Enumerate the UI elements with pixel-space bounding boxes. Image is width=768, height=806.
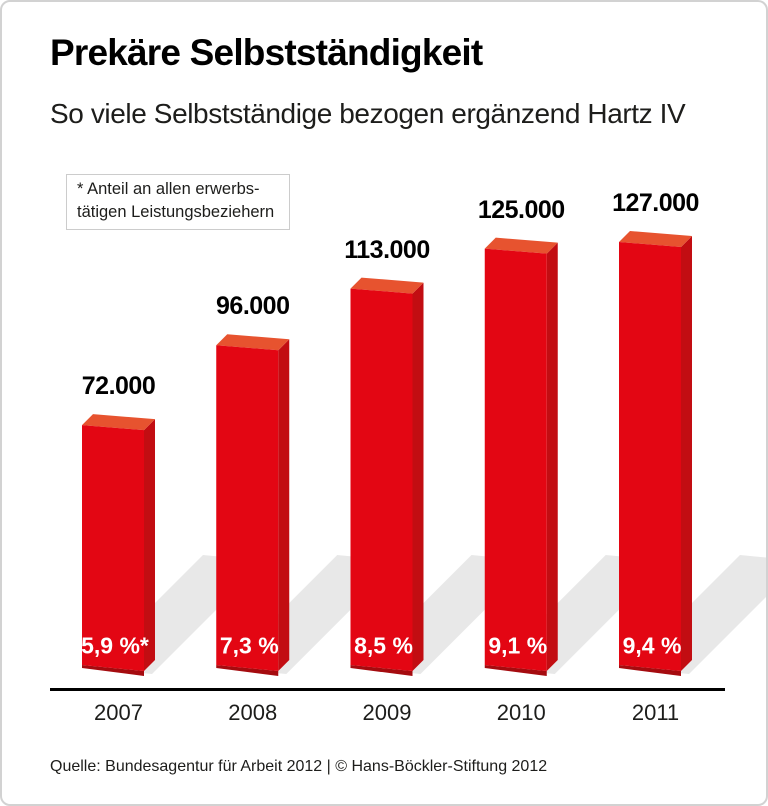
x-axis-line (50, 688, 725, 691)
bar-top-face (216, 334, 290, 351)
x-axis-tick-label: 2011 (631, 700, 680, 725)
bar-base-edge (619, 665, 681, 676)
bar-value-label: 113.000 (344, 235, 430, 264)
bar-percent-label: 7,3 % (219, 632, 279, 659)
bar-front-face (216, 345, 279, 671)
bar-top-face (484, 237, 558, 254)
page-subtitle: So viele Selbstständige bezogen ergänzen… (50, 98, 686, 129)
bar-side-face (144, 419, 155, 671)
source-credit: Quelle: Bundesagentur für Arbeit 2012 | … (50, 758, 548, 775)
bar-base-edge (350, 665, 413, 676)
bar-front-face (484, 248, 547, 671)
bar-side-face (681, 235, 692, 671)
bar-top-face (82, 414, 155, 431)
footnote-box: * Anteil an allen erwerbs- tätigen Leist… (66, 174, 290, 230)
footnote-line-1: * Anteil an allen erwerbs- (77, 180, 260, 198)
bar-value-label: 96.000 (216, 292, 290, 321)
bar-base-edge (484, 665, 547, 676)
bar-percent-label: 9,4 % (622, 632, 682, 659)
bar-top-face (350, 277, 424, 294)
bar-side-face (412, 282, 424, 671)
bar-front-face (619, 241, 681, 671)
bar-value-label: 125.000 (477, 195, 565, 224)
bar-percent-label: 8,5 % (354, 632, 413, 659)
bar-base-edge (82, 665, 144, 676)
x-axis-tick-label: 2009 (362, 700, 412, 725)
page-title: Prekäre Selbstständigkeit (50, 32, 483, 73)
bar-percent-label: 9,1 % (488, 632, 548, 659)
x-axis-tick-label: 2008 (228, 700, 278, 725)
bar-front-face (82, 425, 144, 671)
bar-value-label: 72.000 (81, 372, 156, 401)
bar-base-edge (216, 665, 279, 676)
bar-top-face (619, 230, 692, 247)
bar-front-face (350, 288, 413, 671)
x-axis-tick-label: 2007 (94, 700, 143, 725)
bar-value-label: 127.000 (612, 188, 699, 217)
bar-percent-label: 5,9 %* (81, 632, 149, 659)
footnote-line-2: tätigen Leistungsbeziehern (77, 203, 275, 221)
bar-side-face (278, 339, 290, 671)
bar-side-face (546, 242, 558, 671)
x-axis-tick-label: 2010 (496, 700, 546, 725)
